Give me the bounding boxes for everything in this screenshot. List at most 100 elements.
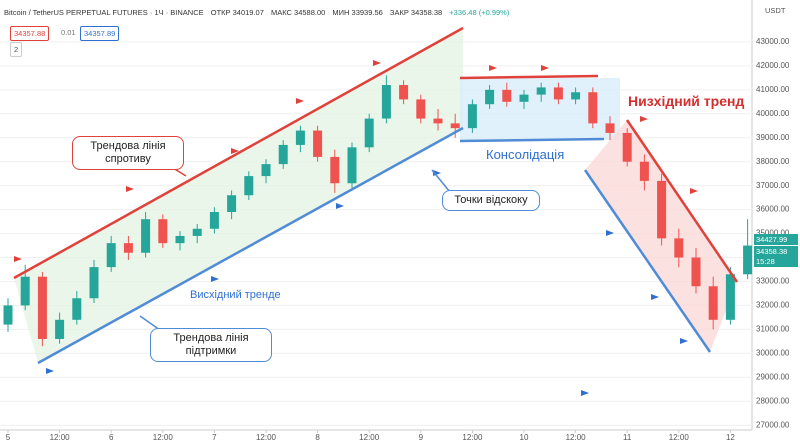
ohlc-low: МИН 33939.56	[332, 8, 383, 17]
ohlc-close: ЗАКР 34358.38	[389, 8, 443, 17]
candle-body	[571, 92, 581, 100]
symbol: Bitcoin / TetherUS PERPETUAL FUTURES · 1…	[4, 8, 204, 17]
support-touches	[46, 170, 688, 396]
candle-body	[123, 243, 133, 253]
y-tick-label: 36000.00	[756, 205, 790, 214]
candle-body	[553, 87, 563, 100]
x-tick-label: 12:00	[669, 433, 690, 442]
timer-tag: 15:28	[754, 256, 798, 267]
consolidation-top	[459, 74, 599, 80]
candle-body	[330, 156, 340, 184]
candle-body	[313, 130, 323, 157]
x-tick-label: 12:00	[153, 433, 174, 442]
x-tick-label: 12:00	[50, 433, 71, 442]
y-tick-label: 42000.00	[756, 61, 790, 70]
candle-body	[364, 118, 374, 148]
candle-body	[416, 99, 426, 119]
y-tick-label: 37000.00	[756, 181, 790, 190]
candle-body	[141, 219, 151, 253]
ohlc-high: МАКС 34588.00	[270, 8, 326, 17]
header: Bitcoin / TetherUS PERPETUAL FUTURES · 1…	[4, 8, 514, 17]
candle-body	[519, 94, 529, 102]
x-tick-label: 10	[520, 433, 529, 442]
candle-body	[743, 245, 753, 275]
uptrend-label: Висхідний тренде	[190, 289, 281, 301]
close-price-tag: 34358.38	[754, 246, 798, 257]
y-tick-label: 28000.00	[756, 396, 790, 405]
candle-body	[467, 104, 477, 129]
y-tick-label: 29000.00	[756, 372, 790, 381]
x-tick-label: 7	[212, 433, 217, 442]
consolidation-label: Консолідація	[486, 147, 565, 162]
candle-body	[37, 276, 47, 339]
candle-body	[639, 161, 649, 181]
x-tick-label: 6	[109, 433, 114, 442]
candle-body	[209, 212, 219, 229]
candle-body	[192, 228, 202, 236]
candle-body	[725, 274, 735, 320]
x-tick-label: 12:00	[566, 433, 587, 442]
candle-body	[674, 238, 684, 258]
x-tick-label: 12:00	[256, 433, 277, 442]
candle-body	[657, 180, 667, 239]
y-tick-label: 38000.00	[756, 157, 790, 166]
candle-body	[622, 132, 632, 162]
order-count[interactable]: 2	[10, 42, 23, 57]
downtrend-label: Низхідний тренд	[628, 93, 745, 109]
y-tick-label: 43000.00	[756, 37, 790, 46]
candle-body	[278, 144, 288, 165]
y-tick-label: 35000.00	[756, 229, 790, 238]
candle-body	[588, 92, 598, 124]
candle-body	[450, 123, 460, 129]
ohlc-open: ОТКР 34019.07	[210, 8, 264, 17]
y-tick-label: 27000.00	[756, 420, 790, 429]
candle-body	[20, 276, 30, 306]
candle-body	[89, 267, 99, 299]
change: +336.48 (+0.99%)	[449, 8, 510, 17]
y-tick-label: 39000.00	[756, 133, 790, 142]
candle-body	[295, 130, 305, 145]
candle-body	[3, 305, 13, 325]
sell-badge[interactable]: 34357.88	[10, 26, 50, 41]
uptrend-zone	[14, 28, 463, 363]
x-tick-label: 12:00	[462, 433, 483, 442]
candle-body	[381, 85, 391, 119]
candle-body	[175, 235, 185, 244]
currency: USDT	[765, 6, 786, 15]
candle-body	[244, 176, 254, 196]
candle-body	[347, 147, 357, 184]
down-support	[583, 169, 712, 353]
resistance-callout: Трендова лінія спротиву	[72, 136, 184, 170]
support-callout: Трендова лінія підтримки	[150, 328, 272, 362]
buy-badge[interactable]: 34357.89	[80, 26, 120, 41]
candle-body	[106, 243, 116, 268]
callout-pointer	[139, 315, 161, 331]
y-tick-label: 41000.00	[756, 85, 790, 94]
consolidation-bottom	[459, 137, 605, 143]
x-tick-label: 12:00	[359, 433, 380, 442]
candle-body	[227, 195, 237, 213]
candle-body	[433, 118, 443, 124]
down-resistance	[625, 119, 739, 283]
candle-body	[708, 286, 718, 320]
candle-body	[536, 87, 546, 95]
candle-body	[158, 219, 168, 244]
x-tick-label: 5	[6, 433, 11, 442]
resistance-touches	[14, 60, 698, 262]
candle-body	[502, 89, 512, 102]
candle-body	[399, 85, 409, 100]
candle-body	[261, 164, 271, 177]
callout-pointer	[431, 169, 451, 193]
x-tick-label: 11	[623, 433, 632, 442]
resistance-line	[13, 26, 464, 280]
candle-body	[605, 123, 615, 133]
y-tick-label: 33000.00	[756, 277, 790, 286]
candle-body	[691, 257, 701, 287]
candle-body	[485, 89, 495, 105]
last-price-tag: 34427.99	[754, 234, 798, 245]
y-tick-label: 31000.00	[756, 324, 790, 333]
bounce-callout: Точки відскоку	[442, 190, 540, 211]
x-tick-label: 9	[419, 433, 424, 442]
y-tick-label: 30000.00	[756, 348, 790, 357]
